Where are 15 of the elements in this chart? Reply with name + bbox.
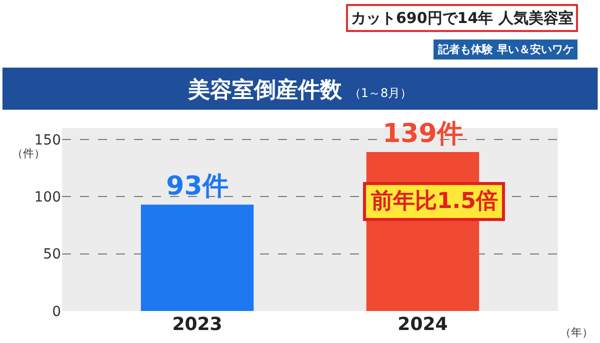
chart-title: 美容室倒産件数 (186, 76, 343, 103)
y-tick-label: 150 (34, 132, 61, 148)
x-tick-label: 2023 (172, 314, 222, 335)
text: 記者も体験 早い＆安いワケ (437, 43, 574, 56)
chart-subtitle: （1～8月） (348, 86, 412, 100)
y-axis-title: （件） (12, 147, 45, 160)
x-tick-label: 2024 (398, 314, 448, 335)
data-label: 93件 (166, 172, 228, 202)
annotation: 前年比1.5倍 (370, 189, 498, 214)
text: カット690円で14年 人気美容室 (351, 9, 574, 27)
x-axis-title: （年） (560, 326, 593, 339)
y-tick-label: 50 (43, 246, 61, 263)
y-tick-label: 100 (34, 190, 61, 206)
data-label: 139件 (382, 119, 463, 150)
y-tick-label: 0 (52, 304, 61, 320)
